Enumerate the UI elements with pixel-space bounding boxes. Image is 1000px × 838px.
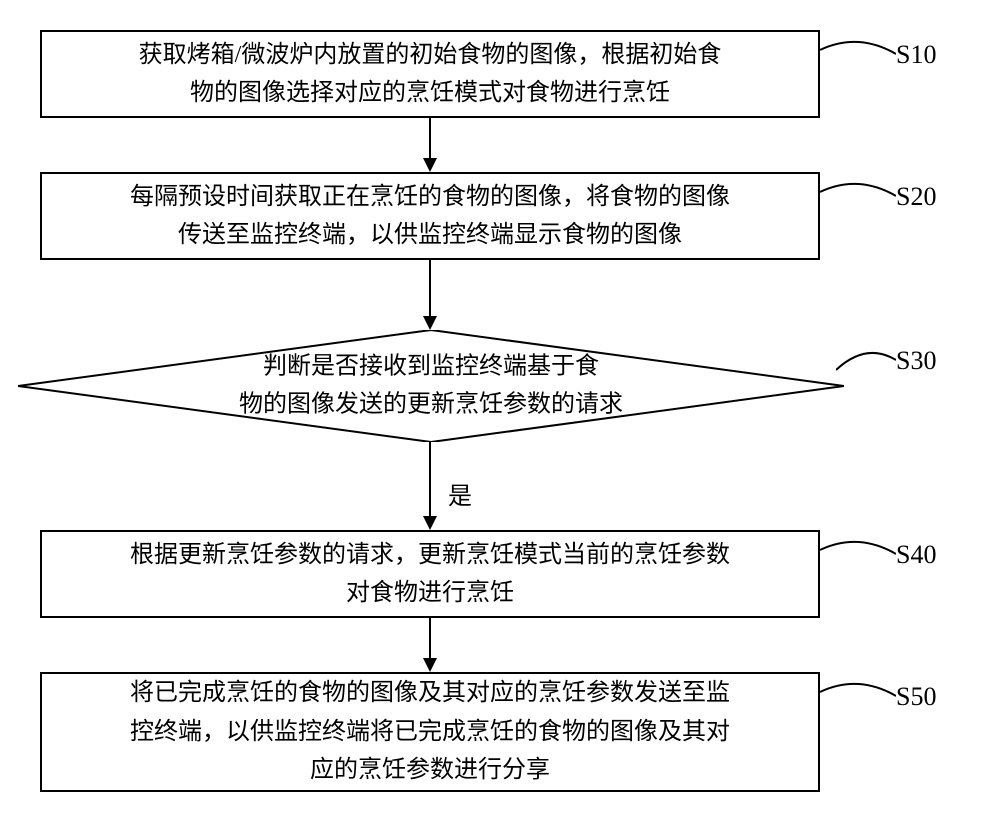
step-label-s50: S50 — [896, 682, 936, 712]
step-label-s20: S20 — [896, 182, 936, 212]
process-text: 将已完成烹饪的食物的图像及其对应的烹饪参数发送至监控终端，以供监控终端将已完成烹… — [130, 674, 730, 789]
edge-arrowhead — [423, 316, 437, 330]
process-text: 每隔预设时间获取正在烹饪的食物的图像，将食物的图像传送至监控终端，以供监控终端显… — [130, 178, 730, 255]
process-text: 获取烤箱/微波炉内放置的初始食物的图像，根据初始食物的图像选择对应的烹饪模式对食… — [139, 36, 722, 113]
label-connector — [820, 32, 896, 64]
edge-arrowhead — [423, 516, 437, 530]
process-s40: 根据更新烹饪参数的请求，更新烹饪模式当前的烹饪参数对食物进行烹饪 — [40, 530, 820, 618]
process-s50: 将已完成烹饪的食物的图像及其对应的烹饪参数发送至监控终端，以供监控终端将已完成烹… — [40, 672, 820, 792]
process-text: 根据更新烹饪参数的请求，更新烹饪模式当前的烹饪参数对食物进行烹饪 — [130, 536, 730, 613]
edge-arrowhead — [423, 658, 437, 672]
label-connector — [820, 674, 896, 706]
decision-text: 判断是否接收到监控终端基于食物的图像发送的更新烹饪参数的请求 — [239, 348, 623, 425]
edge-line — [429, 442, 431, 518]
edge-line — [429, 118, 431, 160]
process-s10: 获取烤箱/微波炉内放置的初始食物的图像，根据初始食物的图像选择对应的烹饪模式对食… — [40, 30, 820, 118]
edge-line — [429, 260, 431, 318]
flowchart-container: 获取烤箱/微波炉内放置的初始食物的图像，根据初始食物的图像选择对应的烹饪模式对食… — [0, 0, 1000, 838]
step-label-s30: S30 — [896, 346, 936, 376]
decision-s30: 判断是否接收到监控终端基于食物的图像发送的更新烹饪参数的请求 — [18, 330, 844, 442]
label-connector — [820, 532, 896, 564]
edge-line — [429, 618, 431, 660]
label-connector — [836, 342, 896, 380]
label-connector — [820, 174, 896, 206]
step-label-s10: S10 — [896, 40, 936, 70]
step-label-s40: S40 — [896, 540, 936, 570]
edge-label: 是 — [448, 476, 472, 511]
edge-arrowhead — [423, 158, 437, 172]
process-s20: 每隔预设时间获取正在烹饪的食物的图像，将食物的图像传送至监控终端，以供监控终端显… — [40, 172, 820, 260]
